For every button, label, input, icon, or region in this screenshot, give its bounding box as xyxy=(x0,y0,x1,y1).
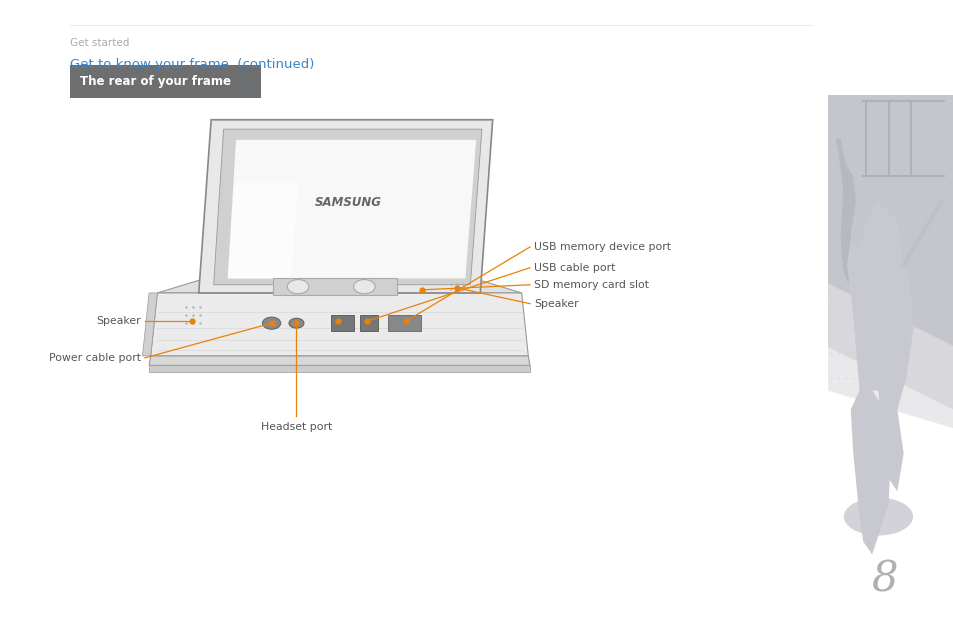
Polygon shape xyxy=(142,293,157,356)
Polygon shape xyxy=(151,293,528,356)
Polygon shape xyxy=(835,139,855,284)
Polygon shape xyxy=(827,284,953,428)
Polygon shape xyxy=(213,129,481,285)
Circle shape xyxy=(354,280,375,294)
Polygon shape xyxy=(228,140,476,278)
Text: Get started: Get started xyxy=(71,38,130,48)
Text: USB cable port: USB cable port xyxy=(534,263,615,273)
Polygon shape xyxy=(157,280,521,293)
Polygon shape xyxy=(198,120,492,293)
Text: Get to know your frame  (continued): Get to know your frame (continued) xyxy=(71,58,314,71)
Text: Headset port: Headset port xyxy=(260,422,332,432)
Text: 8: 8 xyxy=(871,559,897,600)
Polygon shape xyxy=(850,391,890,554)
Circle shape xyxy=(289,318,304,328)
Polygon shape xyxy=(149,356,530,365)
Text: USB memory device port: USB memory device port xyxy=(534,242,670,252)
Text: SD memory card slot: SD memory card slot xyxy=(534,280,648,290)
Bar xyxy=(360,315,378,331)
Text: Power cable port: Power cable port xyxy=(49,353,141,363)
Polygon shape xyxy=(273,278,397,295)
Circle shape xyxy=(287,280,309,294)
Bar xyxy=(387,315,420,331)
Polygon shape xyxy=(846,202,913,491)
Ellipse shape xyxy=(842,498,912,536)
Text: SAMSUNG: SAMSUNG xyxy=(314,197,381,209)
Polygon shape xyxy=(827,94,953,410)
Polygon shape xyxy=(228,183,297,278)
Bar xyxy=(331,315,355,331)
Text: The rear of your frame: The rear of your frame xyxy=(80,75,231,88)
Circle shape xyxy=(262,317,280,329)
Text: Speaker: Speaker xyxy=(534,299,578,309)
Polygon shape xyxy=(149,365,530,372)
Text: Speaker: Speaker xyxy=(96,316,141,326)
FancyBboxPatch shape xyxy=(71,65,260,98)
